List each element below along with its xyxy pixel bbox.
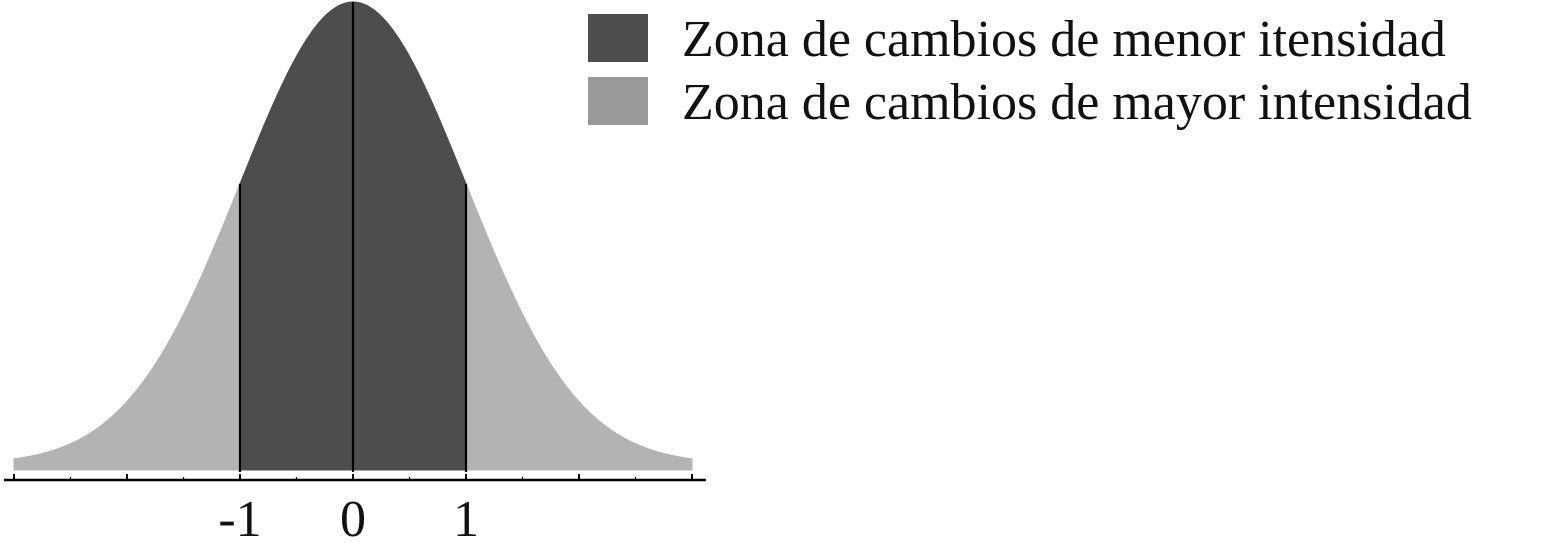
x-tick-label-0: 0: [340, 491, 366, 548]
x-tick-label-neg1: -1: [218, 491, 261, 548]
x-axis: [4, 474, 706, 482]
legend-swatch-0: [588, 14, 648, 62]
legend: Zona de cambios de menor itensidad Zona d…: [588, 11, 1472, 131]
region-left-tail-1: [13, 183, 241, 471]
vertical-lines-layer: [238, 2, 468, 472]
legend-label-0: Zona de cambios de menor itensidad: [682, 11, 1446, 68]
x-tick-label-1: 1: [453, 491, 479, 548]
legend-label-1: Zona de cambios de mayor intensidad: [682, 74, 1472, 131]
legend-swatch-1: [588, 77, 648, 125]
region-right-tail-2: [465, 183, 693, 471]
tick-labels-layer: -1 0 1: [218, 491, 479, 548]
